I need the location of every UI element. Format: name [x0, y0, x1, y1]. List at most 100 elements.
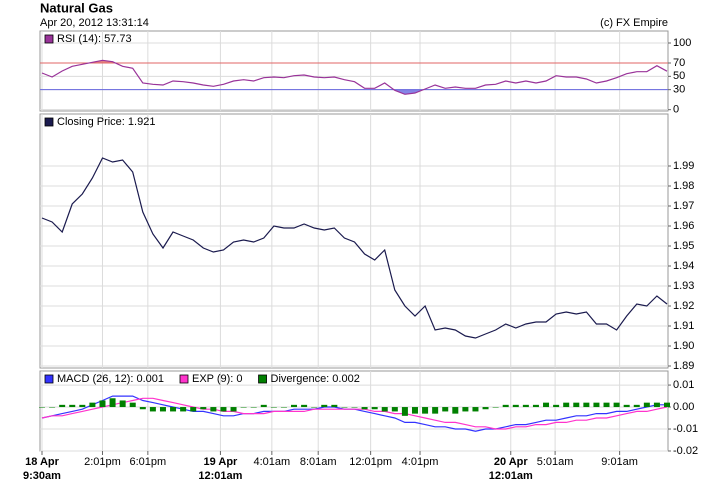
timestamp: Apr 20, 2012 13:31:14 — [40, 17, 149, 29]
x-tick-label: 6:01pm — [129, 456, 166, 468]
y-tick-label: 1.93 — [673, 280, 694, 292]
legend-swatch — [44, 34, 54, 44]
bar — [532, 404, 539, 408]
bar — [291, 404, 298, 408]
bar — [180, 407, 187, 412]
y-tick-label: 1.97 — [673, 200, 694, 212]
panel-frame — [39, 370, 669, 452]
bar — [502, 404, 509, 408]
legend-swatch — [44, 374, 54, 384]
bar — [129, 402, 136, 408]
x-tick-date: 19 Apr — [204, 456, 239, 468]
line — [41, 59, 668, 95]
bar — [301, 404, 308, 408]
bar — [79, 404, 86, 408]
bar — [371, 407, 378, 410]
bar — [462, 407, 469, 412]
bar — [411, 407, 418, 414]
legend-label: Divergence: 0.002 — [271, 373, 360, 385]
bar — [623, 404, 630, 408]
bar — [653, 402, 660, 408]
chart-title: Natural Gas — [40, 0, 113, 15]
legend-label: Closing Price: 1.921 — [57, 116, 155, 128]
bar — [280, 407, 287, 408]
credit: (c) FX Empire — [600, 17, 668, 29]
bar — [563, 402, 570, 408]
x-tick-date: 20 Apr — [494, 456, 529, 468]
bar — [633, 404, 640, 408]
bar — [331, 404, 338, 408]
x-tick-date: 18 Apr — [25, 456, 60, 468]
bar — [149, 407, 156, 412]
bar — [401, 407, 408, 416]
legend-label: EXP (9): 0 — [192, 373, 243, 385]
bar — [664, 402, 670, 408]
line — [41, 397, 668, 430]
x-tick-label: 2:01pm — [84, 456, 121, 468]
bar — [593, 402, 600, 408]
panel-frame — [39, 30, 669, 112]
y-tick-label: 0.00 — [673, 401, 694, 413]
bar — [69, 404, 76, 408]
y-tick-label: 1.92 — [673, 300, 694, 312]
bar — [109, 398, 116, 408]
bar — [341, 407, 348, 408]
bar — [381, 407, 388, 412]
y-tick-label: -0.02 — [673, 445, 698, 457]
bar — [39, 407, 45, 408]
bar — [119, 400, 126, 408]
y-tick-label: 70 — [673, 57, 685, 69]
y-tick-label: 1.90 — [673, 340, 694, 352]
bar — [270, 407, 277, 408]
y-tick-label: -0.01 — [673, 423, 698, 435]
bar — [159, 407, 166, 412]
bar — [351, 407, 358, 408]
y-tick-label: 1.96 — [673, 220, 694, 232]
x-tick-label: 12:01am — [198, 470, 242, 482]
bar — [512, 404, 519, 408]
bar — [260, 404, 267, 408]
bar — [422, 407, 429, 414]
bar — [49, 407, 56, 408]
legend-swatch — [44, 117, 54, 127]
bar — [452, 407, 459, 414]
x-tick-label: 9:30am — [23, 470, 61, 482]
x-tick-label: 4:01pm — [402, 456, 439, 468]
bar — [89, 402, 96, 408]
line — [41, 157, 668, 339]
legend-swatch — [258, 374, 267, 384]
bar — [643, 402, 650, 408]
y-tick-label: 50 — [673, 70, 685, 82]
bar — [311, 407, 318, 408]
bar — [59, 404, 66, 408]
bar — [361, 407, 368, 410]
bar — [220, 407, 227, 412]
x-tick-label: 12:01pm — [349, 456, 392, 468]
bar — [472, 407, 479, 412]
legend-label: MACD (26, 12): 0.001 — [57, 373, 164, 385]
bar — [583, 402, 590, 408]
x-tick-label: 8:01am — [300, 456, 337, 468]
y-tick-label: 0 — [673, 104, 679, 116]
y-tick-label: 100 — [673, 37, 691, 49]
bar — [573, 402, 580, 408]
bar — [250, 407, 257, 408]
bar — [210, 407, 217, 412]
bar — [522, 404, 529, 408]
threshold-fill — [42, 60, 667, 63]
bar — [442, 407, 449, 412]
bar — [482, 407, 489, 410]
bar — [613, 402, 620, 408]
y-tick-label: 1.94 — [673, 260, 694, 272]
bar — [240, 407, 247, 408]
bar — [603, 402, 610, 408]
y-tick-label: 30 — [673, 84, 685, 96]
bar — [200, 407, 207, 410]
bar — [230, 407, 237, 412]
x-tick-label: 5:01am — [537, 456, 574, 468]
y-tick-label: 1.98 — [673, 180, 694, 192]
y-tick-label: 0.01 — [673, 379, 694, 391]
bar — [139, 407, 146, 410]
